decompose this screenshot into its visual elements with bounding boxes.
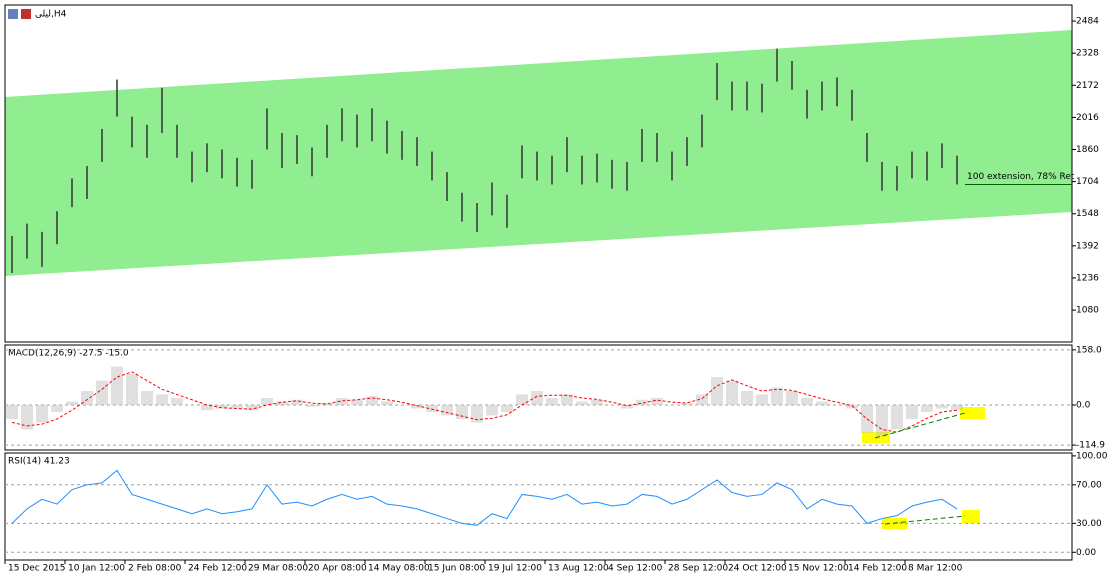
y-tick-label: 1548 (1076, 209, 1099, 219)
y-tick-label: 2484 (1076, 17, 1099, 27)
macd-title: MACD(12,26,9) -27.5 -15.0 (8, 349, 129, 359)
window-icon[interactable] (8, 9, 18, 19)
y-tick-label: 1392 (1076, 241, 1099, 251)
x-tick-label: 14 Feb 12:00 (848, 564, 907, 574)
marks: 2484 2328 2172 2016 1860 1704 1548 1392 1236 1080… (4, 17, 1108, 574)
rsi-panel (4, 452, 1073, 561)
price-channel (5, 30, 1072, 276)
y-tick-label: 0.0 (1076, 401, 1091, 411)
macd-panel (4, 344, 1073, 451)
divergence-line (884, 515, 966, 525)
y-tick-label: 2016 (1076, 113, 1099, 123)
y-tick-label: 30.00 (1076, 519, 1102, 529)
x-tick-label: 19 Jul 12:00 (488, 564, 542, 574)
signal-line (11, 371, 958, 433)
x-tick-label: 8 Mar 12:00 (908, 564, 963, 574)
y-tick-label: 158.0 (1076, 345, 1102, 355)
x-tick-label: 2 Feb 08:00 (128, 564, 182, 574)
x-tick-label: 24 Oct 12:00 (728, 564, 787, 574)
symbol-title: ليلى,H4 (35, 10, 67, 20)
highlight (960, 407, 985, 419)
x-tick-label: 28 Sep 12:00 (668, 564, 728, 574)
y-tick-label: 100.00 (1076, 451, 1108, 461)
y-tick-label: -114.9 (1076, 441, 1105, 451)
y-tick-label: 1080 (1076, 306, 1099, 316)
rsi-title: RSI(14) 41.23 (8, 457, 70, 467)
x-tick-label: 20 Apr 08:00 (308, 564, 367, 574)
rsi-line (11, 469, 958, 526)
annotation: 100 extension, 78% Ret (967, 172, 1075, 182)
main-panel (4, 4, 1073, 343)
x-tick-label: 15 Nov 12:00 (788, 564, 849, 574)
x-tick-label: 13 Aug 12:00 (548, 564, 609, 574)
y-tick-label: 1704 (1076, 177, 1099, 187)
y-tick-label: 70.00 (1076, 480, 1102, 490)
y-tick-label: 1860 (1076, 145, 1099, 155)
y-tick-label: 2328 (1076, 49, 1099, 59)
y-tick-label: 1236 (1076, 273, 1099, 283)
x-tick-label: 4 Sep 12:00 (608, 564, 663, 574)
x-tick-label: 14 May 08:00 (368, 564, 430, 574)
x-tick-label: 29 Mar 08:00 (248, 564, 308, 574)
y-tick-label: 2172 (1076, 81, 1099, 91)
y-tick-label: 0.00 (1076, 548, 1096, 558)
window-icon[interactable] (21, 9, 31, 19)
x-tick-label: 15 Dec 2015 (8, 564, 66, 574)
x-tick-label: 24 Feb 12:00 (188, 564, 247, 574)
highlight (962, 510, 980, 523)
x-tick-label: 10 Jan 12:00 (68, 564, 125, 574)
x-tick-label: 15 Jun 08:00 (428, 564, 485, 574)
